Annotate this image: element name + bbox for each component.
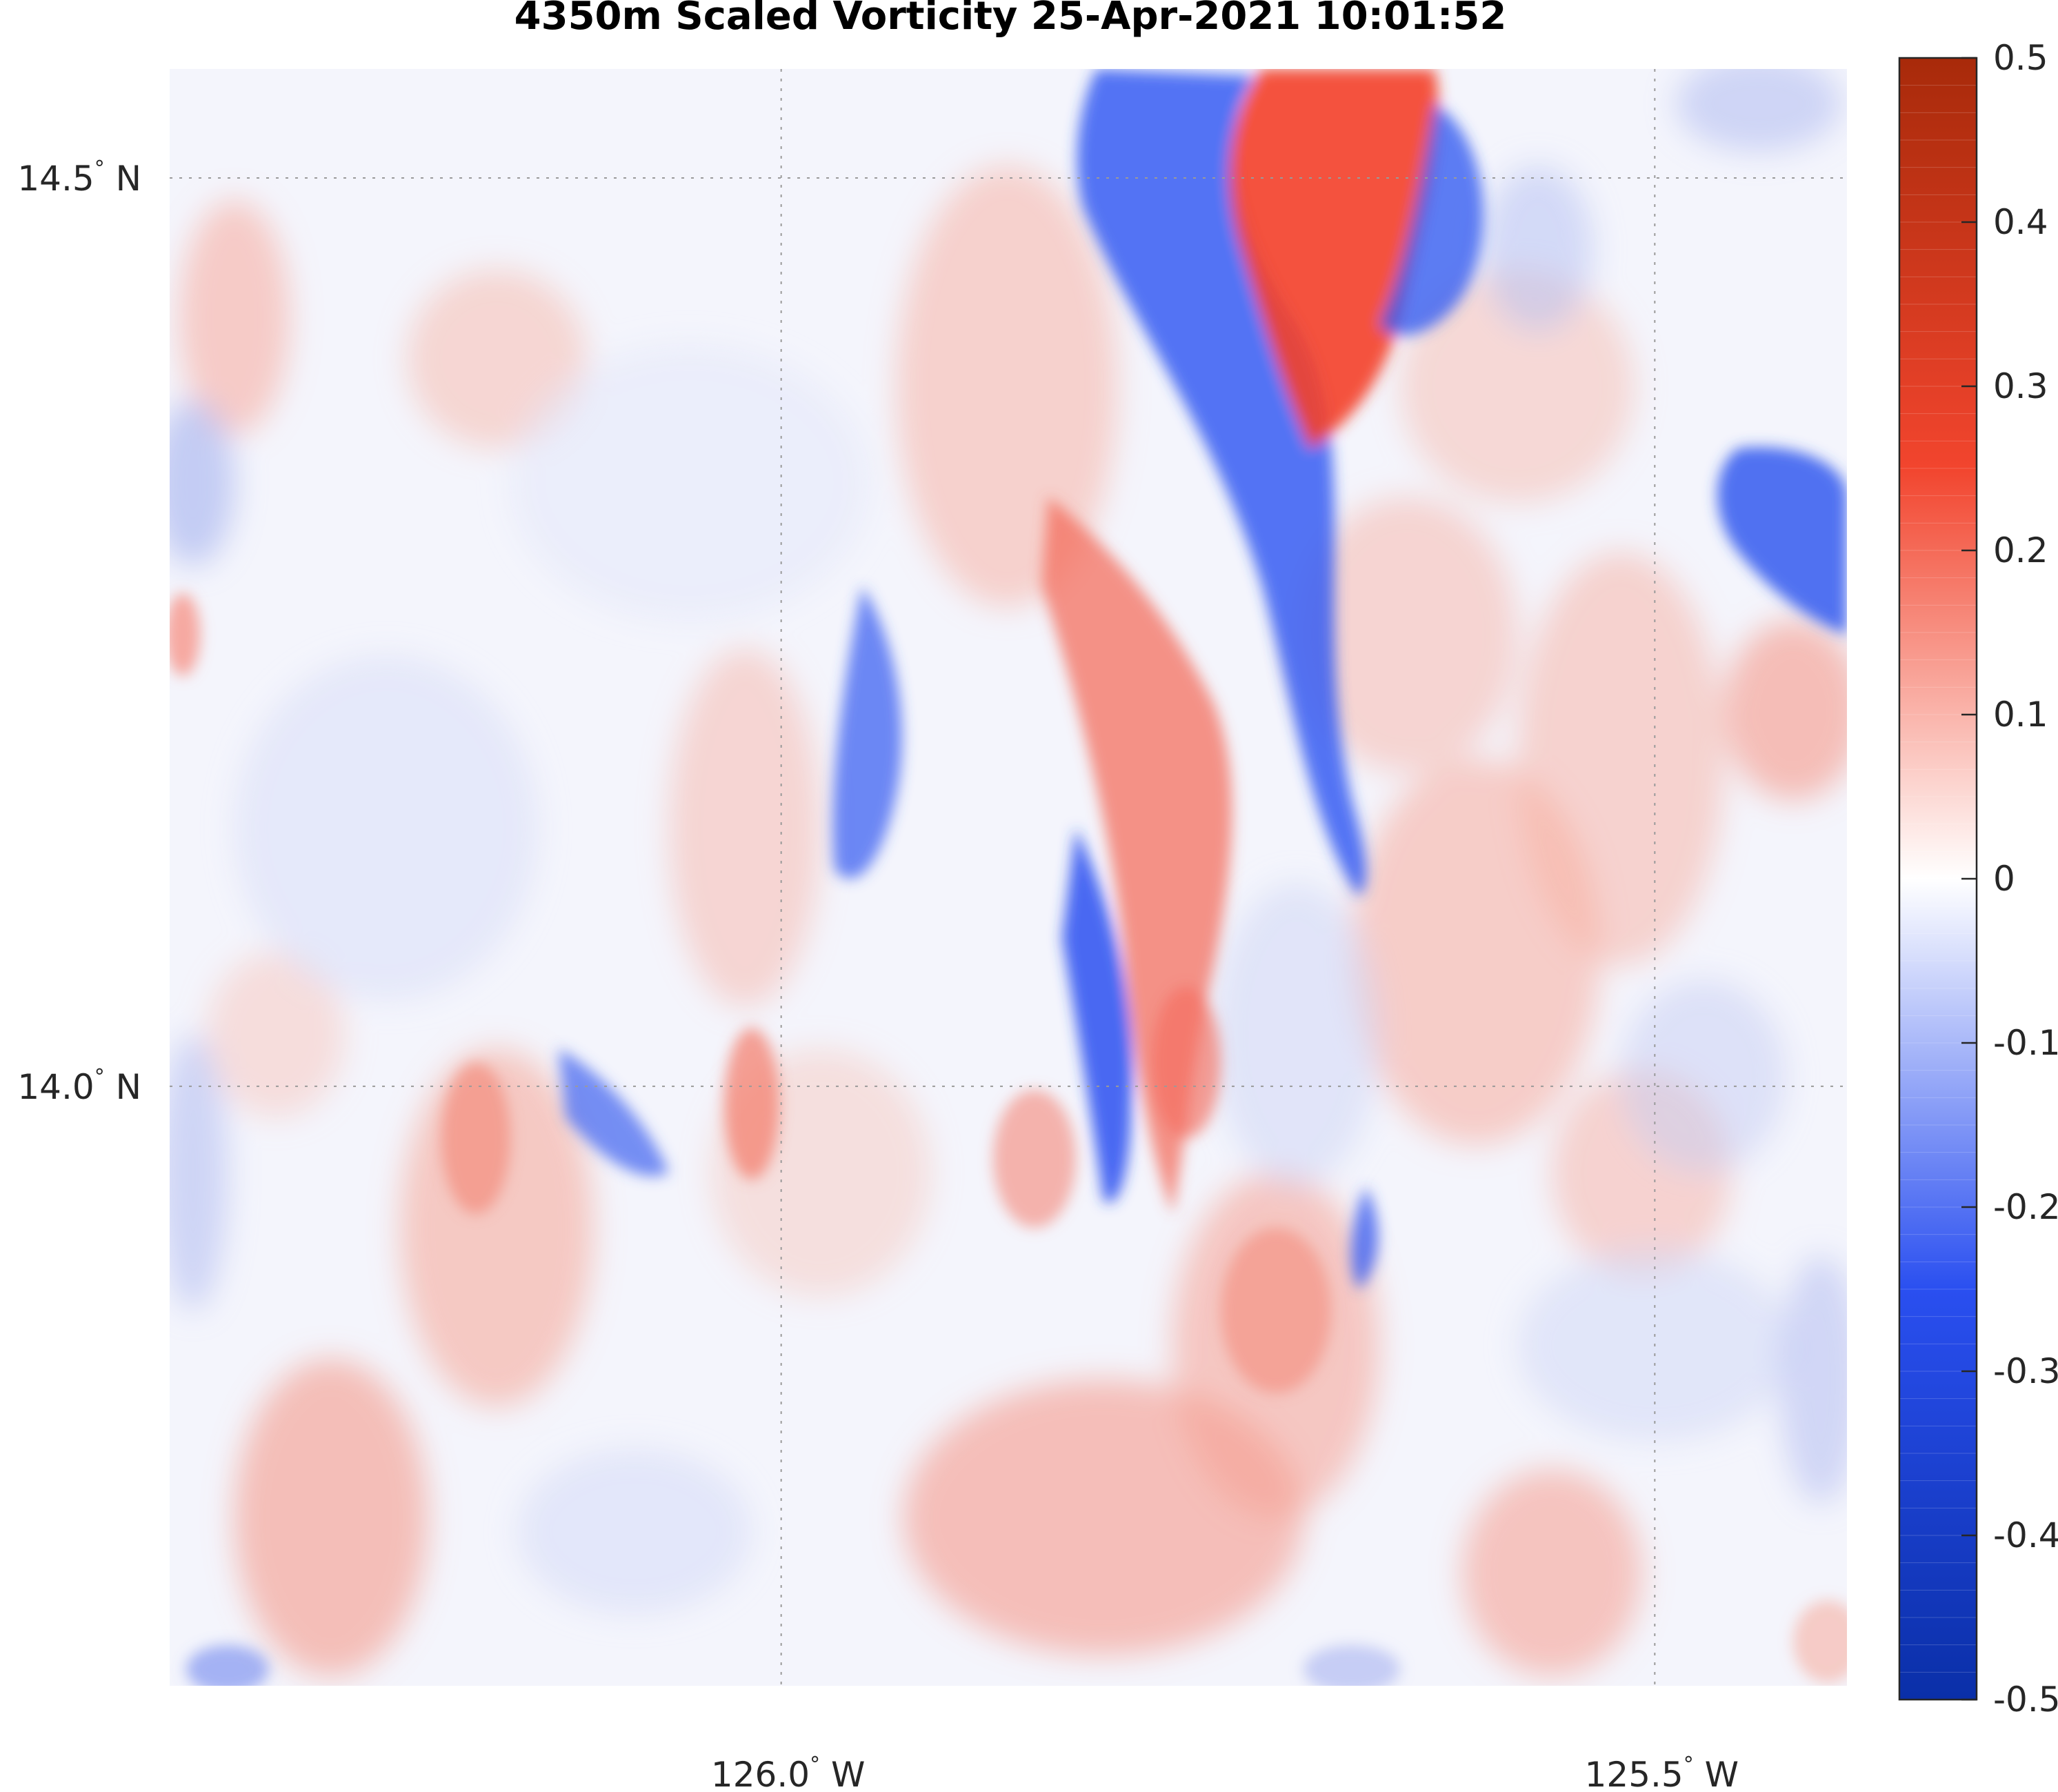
latitude-tick-label: 14.5° N — [17, 157, 141, 199]
colorbar-ticks: 0.5 0.4 0.3 0.2 0.1 0 -0.1 -0.2 -0.3 -0.4 -0.5 — [1961, 38, 2058, 1720]
plot-area — [170, 69, 1847, 1686]
field-blob — [179, 200, 290, 435]
chart-title: 4350m Scaled Vorticity 25-Apr-2021 10:01… — [514, 0, 1507, 39]
colorbar-tick-label: 0.3 — [1993, 366, 2048, 406]
field-blob — [1297, 497, 1517, 773]
field-blob — [234, 1359, 428, 1676]
colorbar-tick-label: 0.4 — [1993, 202, 2048, 242]
field-blob — [993, 1090, 1076, 1228]
field-blob — [510, 345, 869, 621]
field-blob — [1779, 1255, 1847, 1504]
field-blob — [170, 1035, 228, 1311]
vorticity-field — [170, 69, 1847, 1686]
field-filament — [1717, 447, 1847, 635]
field-blob — [1676, 69, 1841, 152]
latitude-tick-label: 14.0° N — [17, 1065, 141, 1107]
field-filament — [1230, 69, 1439, 448]
longitude-tick-label: 125.5° W — [1585, 1753, 1739, 1792]
colorbar-tick-label: -0.2 — [1993, 1187, 2058, 1227]
colorbar-tick-label: -0.3 — [1993, 1351, 2058, 1391]
field-blob — [897, 166, 1117, 607]
field-blob — [1621, 979, 1786, 1173]
field-blob — [1400, 269, 1635, 504]
colorbar-tick-label: 0.1 — [1993, 695, 2048, 735]
colorbar-tick-label: -0.4 — [1993, 1515, 2058, 1555]
field-blob — [1462, 1469, 1641, 1676]
longitude-tick-label: 126.0° W — [711, 1753, 865, 1792]
field-blob — [441, 1062, 510, 1214]
field-broad — [170, 69, 1847, 1676]
field-blob — [517, 1448, 752, 1614]
colorbar-tick-label: -0.1 — [1993, 1023, 2058, 1063]
field-blob — [1793, 1600, 1847, 1683]
field-filament — [1351, 1186, 1379, 1290]
field-filament — [1062, 828, 1132, 1203]
field-blob — [170, 400, 234, 566]
field-filament — [832, 586, 902, 879]
field-blob — [1517, 552, 1724, 966]
field-blob — [1221, 1228, 1331, 1393]
field-blob — [1483, 166, 1593, 331]
colorbar-tick-label: -0.5 — [1993, 1680, 2058, 1720]
longitude-tick-labels: 126.0° W 125.5° W — [711, 1753, 1739, 1792]
field-blob — [170, 593, 200, 676]
field-blob — [1214, 883, 1379, 1186]
field-blob — [1303, 1645, 1400, 1686]
field-blob — [724, 1028, 779, 1179]
field-filament — [1077, 69, 1366, 897]
colorbar-tick-label: 0.5 — [1993, 38, 2048, 78]
field-blob — [1724, 621, 1847, 800]
field-blob — [186, 1645, 269, 1686]
field-blob — [234, 655, 538, 1000]
field-blob — [407, 269, 586, 448]
latitude-tick-labels: 14.5° N 14.0° N — [17, 157, 141, 1107]
field-filament — [1379, 103, 1483, 336]
field-blob — [1152, 986, 1221, 1138]
field-blob — [207, 952, 345, 1117]
colorbar-tick-label: 0.2 — [1993, 530, 2048, 570]
colorbar: 0.5 0.4 0.3 0.2 0.1 0 -0.1 -0.2 -0.3 -0.4 -0.5 — [1898, 38, 2058, 1720]
colorbar-tick-label: 0 — [1993, 859, 2015, 899]
field-features — [170, 69, 1847, 1686]
field-blob — [669, 648, 821, 1007]
field-filament — [559, 1048, 669, 1177]
